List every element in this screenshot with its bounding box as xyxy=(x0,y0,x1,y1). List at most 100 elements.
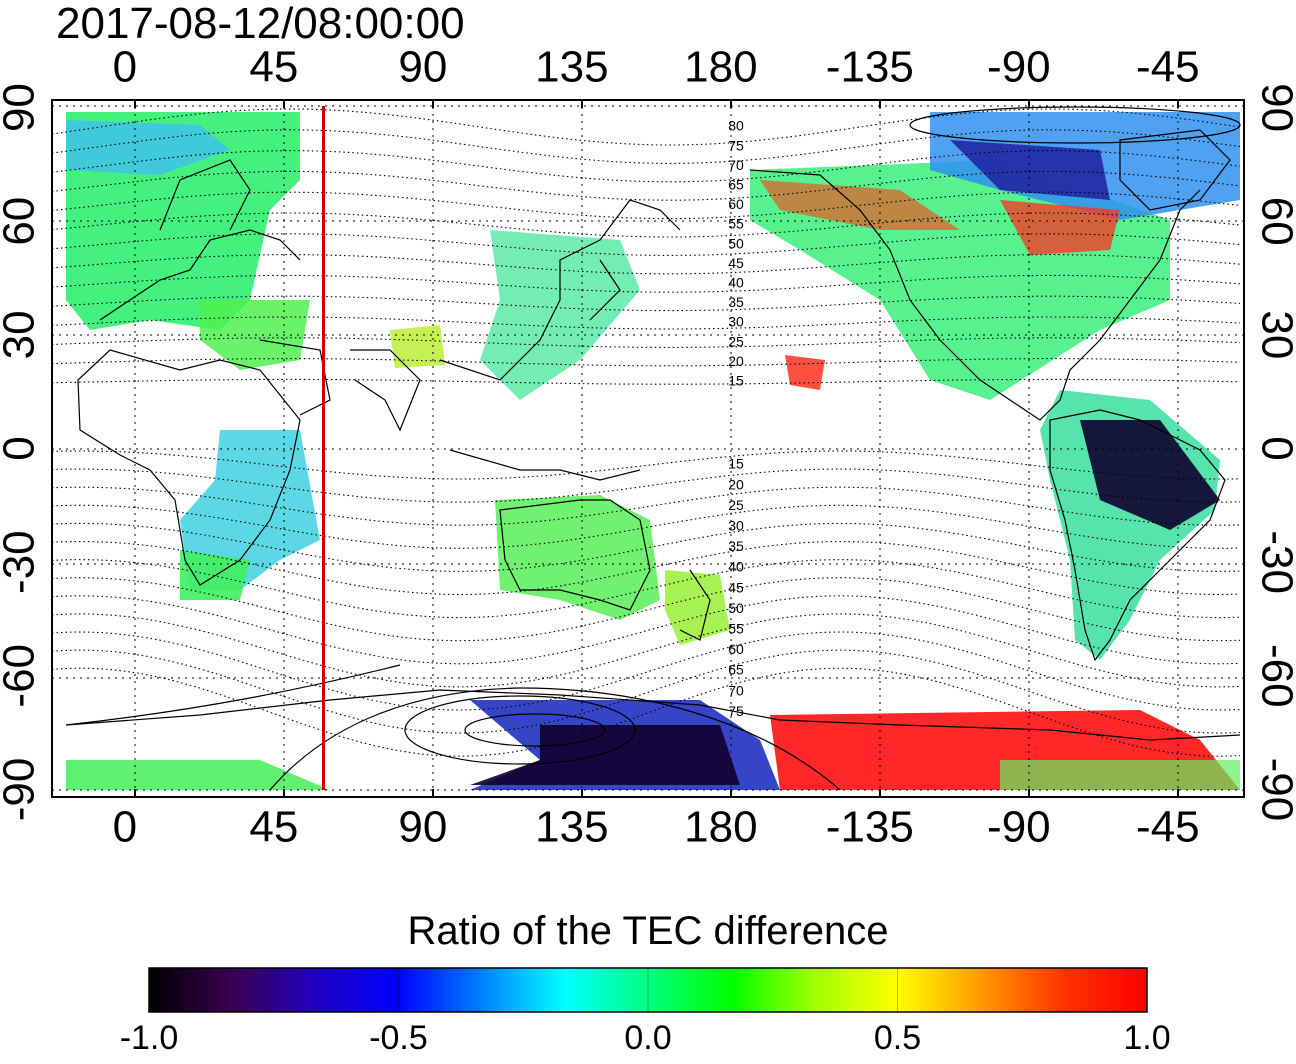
south-outer-curve xyxy=(65,664,401,726)
contour-line-north xyxy=(52,337,1241,348)
contour-line-north xyxy=(52,233,1241,256)
lon-tick-top-label: -45 xyxy=(1136,43,1200,92)
tec-ratio-field xyxy=(66,112,1240,790)
lon-tick-top-label: 90 xyxy=(398,43,447,92)
contour-line-north xyxy=(52,108,1241,146)
lat-tick-left-label: 60 xyxy=(0,197,44,246)
region-pacific-red xyxy=(785,355,825,390)
contour-label-north: 30 xyxy=(728,314,744,330)
contour-line-south xyxy=(52,450,1241,480)
lat-tick-right-label: -30 xyxy=(1252,530,1296,594)
region-canada-dark xyxy=(950,140,1110,200)
contour-label-north: 60 xyxy=(728,196,744,212)
contour-line-north xyxy=(52,150,1241,183)
contour-line-north xyxy=(52,191,1241,220)
contour-label-south: 50 xyxy=(728,600,744,616)
coast-greenland xyxy=(1119,129,1231,211)
contour-labels: 80 75 70 65 60 55 50 45 40 35 30 25 20 15 15 20 25 30 35 40… xyxy=(728,118,744,719)
contour-label-south: 75 xyxy=(728,703,744,719)
contour-line-north xyxy=(52,129,1241,164)
axis-labels: 0 45 90 135 180 -135 -90 -45 0 45 90 135 180 -135 -90 -… xyxy=(0,43,1296,852)
lon-tick-top-label: 45 xyxy=(249,43,298,92)
coast-north-america xyxy=(749,169,1201,421)
lat-tick-left-label: -90 xyxy=(0,758,44,822)
contour-line-south xyxy=(52,631,1241,711)
lon-tick-top-label: 135 xyxy=(535,43,608,92)
contour-label-north: 65 xyxy=(728,177,744,193)
north-pole-ring xyxy=(909,106,1241,144)
contour-line-south xyxy=(52,595,1241,665)
contour-label-south: 70 xyxy=(728,682,744,698)
colorbar-tick-label: 1.0 xyxy=(1123,1019,1171,1057)
lon-tick-bottom-label: -90 xyxy=(987,803,1051,852)
lon-tick-bottom-label: 45 xyxy=(249,803,298,852)
lat-tick-right-label: -90 xyxy=(1252,758,1296,822)
contour-line-north xyxy=(52,170,1241,201)
contour-label-north: 15 xyxy=(728,373,744,389)
lat-tick-right-label: 0 xyxy=(1252,436,1296,460)
region-antarctica-dark xyxy=(470,725,740,785)
map-timestamp-title: 2017-08-12/08:00:00 xyxy=(56,0,465,48)
contour-line-north xyxy=(52,358,1241,367)
lat-tick-right-label: -60 xyxy=(1252,644,1296,708)
coast-india xyxy=(350,349,421,432)
coast-africa xyxy=(77,349,301,586)
lat-tick-left-label: 90 xyxy=(0,83,44,132)
colorbar-title: Ratio of the TEC difference xyxy=(407,909,889,953)
lon-tick-top-label: 0 xyxy=(113,43,137,92)
contour-label-south: 30 xyxy=(728,518,744,534)
contour-line-north xyxy=(52,378,1241,385)
contour-line-south xyxy=(52,577,1241,642)
lat-tick-right-label: 60 xyxy=(1252,197,1296,246)
lon-tick-bottom-label: -45 xyxy=(1136,803,1200,852)
south-pole-ring-mid xyxy=(404,695,636,765)
lat-tick-right-label: 30 xyxy=(1252,310,1296,359)
contour-line-south xyxy=(52,486,1241,526)
tick-marks xyxy=(134,100,1179,797)
colorbar-tick-label: -1.0 xyxy=(119,1019,179,1057)
contour-label-north: 55 xyxy=(728,216,744,232)
contour-line-north xyxy=(52,254,1241,275)
contour-line-north xyxy=(52,274,1241,293)
colorbar-gradient xyxy=(148,967,1148,1013)
contour-label-north: 20 xyxy=(728,353,744,369)
coast-new-zealand xyxy=(679,569,711,641)
graticule xyxy=(52,100,1244,797)
contour-label-south: 40 xyxy=(728,559,744,575)
lon-tick-bottom-label: 90 xyxy=(398,803,447,852)
contour-line-north xyxy=(52,295,1241,312)
contour-line-south xyxy=(52,522,1241,572)
contour-label-south: 65 xyxy=(728,662,744,678)
contour-lines xyxy=(52,108,1241,757)
lat-tick-right-label: 90 xyxy=(1252,83,1296,132)
contour-label-north: 25 xyxy=(728,333,744,349)
coast-australia xyxy=(499,499,651,611)
lon-tick-top-label: -90 xyxy=(987,43,1051,92)
lon-tick-bottom-label: 0 xyxy=(113,803,137,852)
lon-tick-bottom-label: -135 xyxy=(826,803,914,852)
contour-line-south xyxy=(52,559,1241,619)
contour-label-south: 60 xyxy=(728,641,744,657)
contour-label-north: 45 xyxy=(728,255,744,271)
colorbar-tick-label: 0.0 xyxy=(624,1019,672,1057)
contour-line-north xyxy=(52,212,1241,238)
contour-label-south: 20 xyxy=(728,476,744,492)
region-new-zealand xyxy=(665,570,730,645)
lat-tick-left-label: 30 xyxy=(0,310,44,359)
pole-contours xyxy=(65,106,1241,791)
contour-label-south: 55 xyxy=(728,621,744,637)
contour-label-north: 50 xyxy=(728,235,744,251)
coast-japan xyxy=(589,259,621,321)
contour-label-north: 75 xyxy=(728,137,744,153)
contour-line-south xyxy=(52,613,1241,688)
region-antarctica-green-east xyxy=(1000,760,1240,790)
region-antarctica-green xyxy=(66,760,330,790)
tec-ratio-map: 80 75 70 65 60 55 50 45 40 35 30 25 20 15 15 20 25 30 35 40… xyxy=(0,43,1296,852)
coast-antarctica xyxy=(65,689,1241,741)
region-india-patch xyxy=(390,325,445,368)
colorbar-ticks xyxy=(398,968,898,1012)
coast-scandinavia xyxy=(159,159,251,231)
contour-label-north: 70 xyxy=(728,157,744,173)
region-europe-north xyxy=(66,120,230,175)
region-east-asia xyxy=(480,230,640,400)
